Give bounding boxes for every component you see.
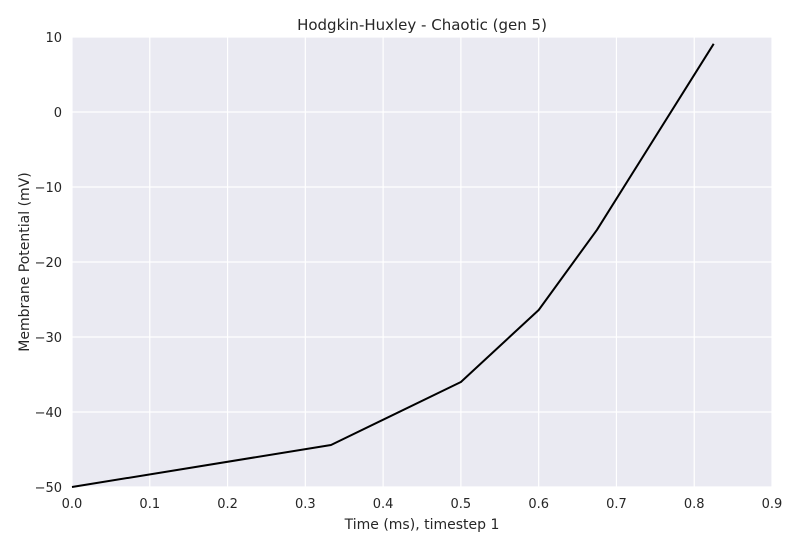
y-tick-label: −30 bbox=[35, 331, 62, 346]
x-axis-ticks: 0.0 0.1 0.2 0.3 0.4 0.5 0.6 0.7 0.8 0.9 bbox=[62, 497, 783, 512]
chart-title: Hodgkin-Huxley - Chaotic (gen 5) bbox=[297, 16, 547, 34]
y-axis-label: Membrane Potential (mV) bbox=[17, 172, 33, 351]
x-tick-label: 0.9 bbox=[762, 497, 783, 512]
y-tick-label: −50 bbox=[35, 481, 62, 496]
y-tick-label: 10 bbox=[45, 31, 62, 46]
y-tick-label: 0 bbox=[54, 106, 62, 121]
y-tick-label: −10 bbox=[35, 181, 62, 196]
y-tick-label: −40 bbox=[35, 406, 62, 421]
y-axis-ticks: −50 −40 −30 −20 −10 0 10 bbox=[35, 31, 62, 496]
x-tick-label: 0.5 bbox=[451, 497, 472, 512]
series-line-0 bbox=[71, 43, 715, 488]
x-axis-label: Time (ms), timestep 1 bbox=[344, 517, 500, 533]
series-layer bbox=[71, 43, 715, 488]
x-tick-label: 0.8 bbox=[684, 497, 705, 512]
y-tick-label: −20 bbox=[35, 256, 62, 271]
x-tick-label: 0.7 bbox=[606, 497, 627, 512]
x-tick-label: 0.4 bbox=[373, 497, 394, 512]
grid-lines bbox=[71, 36, 773, 488]
x-tick-label: 0.6 bbox=[528, 497, 549, 512]
x-tick-label: 0.3 bbox=[295, 497, 316, 512]
x-tick-label: 0.0 bbox=[62, 497, 83, 512]
x-tick-label: 0.1 bbox=[139, 497, 160, 512]
x-tick-label: 0.2 bbox=[217, 497, 238, 512]
